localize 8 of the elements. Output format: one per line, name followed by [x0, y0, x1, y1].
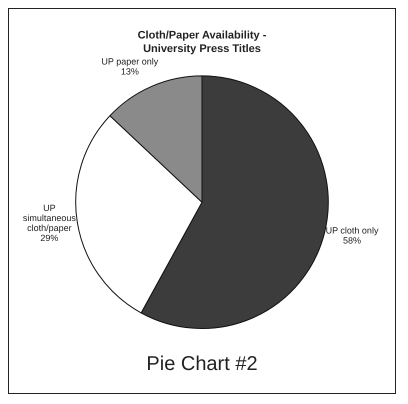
slice-label: UP paper only: [101, 56, 159, 67]
data-label: 58%: [343, 236, 362, 246]
data-label: 13%: [120, 66, 139, 77]
text: Pie Chart #2: [145, 353, 259, 376]
chart-title: Cloth/Paper Availability - University Press Titles: [138, 30, 267, 55]
data-label: 29%: [40, 233, 58, 244]
slice-label: UP simultaneous cloth/paper: [22, 203, 76, 234]
slice-label: UP cloth only: [326, 226, 379, 236]
